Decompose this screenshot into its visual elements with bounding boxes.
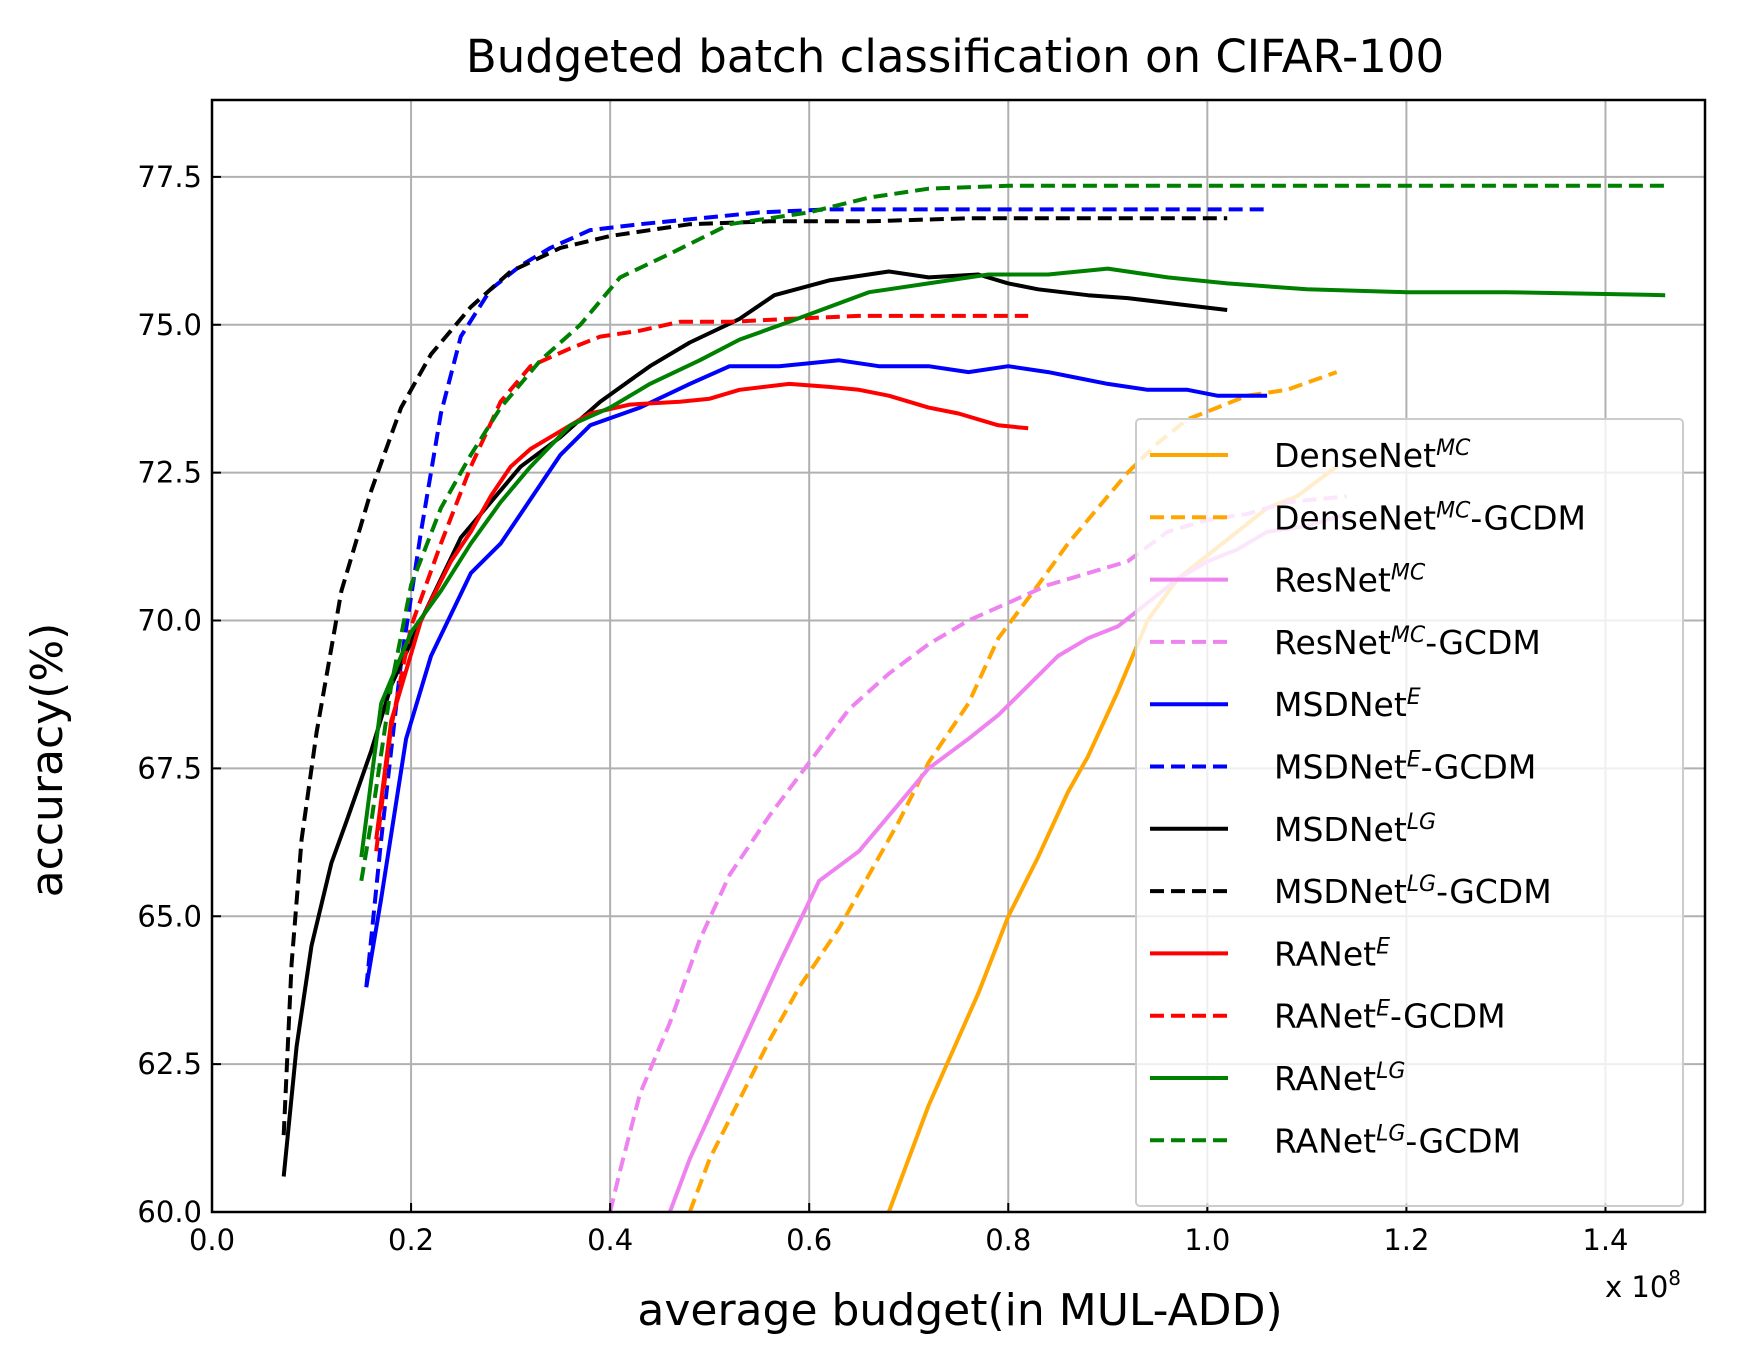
series-line-msdnet-lg <box>281 269 1228 1177</box>
tick-labels: 0.0 0.2 0.4 0.6 0.8 1.0 1.2 1.4 60.0 62.5 65.0 67.5… <box>137 160 1628 1257</box>
series-line-ranet-lg-gcdm <box>359 183 1666 882</box>
legend-label-suffix: -GCDM <box>1421 748 1537 787</box>
legend-label-superscript: E <box>1376 934 1390 959</box>
legend-label-superscript: LG <box>1376 1121 1405 1146</box>
legend-label-name: DenseNet <box>1274 436 1436 475</box>
legend-label-superscript: LG <box>1407 810 1436 835</box>
ticks <box>211 175 1607 1213</box>
y-tick-label: 77.5 <box>137 160 202 194</box>
legend-label-suffix: -GCDM <box>1405 1121 1521 1160</box>
series-line-densenet-mc-gcdm <box>687 370 1338 1212</box>
legend-label: ResNetMC <box>1274 561 1426 600</box>
y-tick-label: 62.5 <box>137 1047 202 1081</box>
x-multiplier-exponent: 8 <box>1668 1266 1681 1290</box>
legend-label-superscript: E <box>1407 685 1421 710</box>
legend-label-name: MSDNet <box>1274 810 1407 849</box>
legend-label-name: RANet <box>1274 1121 1376 1160</box>
legend-label: MSDNetLG-GCDM <box>1274 872 1552 911</box>
x-tick-label: 1.2 <box>1383 1223 1429 1257</box>
x-tick-label: 0.0 <box>189 1223 235 1257</box>
legend-label-name: MSDNet <box>1274 872 1407 911</box>
legend-label-name: DenseNet <box>1274 498 1436 537</box>
legend-label: RANetE <box>1274 934 1390 973</box>
legend-label-suffix: -GCDM <box>1425 623 1541 662</box>
legend-label-suffix: -GCDM <box>1436 872 1552 911</box>
y-tick-label: 67.5 <box>137 751 202 785</box>
x-tick-label: 1.4 <box>1582 1223 1628 1257</box>
x-multiplier-label: x 108 <box>1605 1266 1681 1304</box>
legend-label-name: RANet <box>1274 934 1376 973</box>
legend-label-superscript: LG <box>1376 1059 1405 1084</box>
series-line-ranet-lg <box>359 266 1666 858</box>
legend-label-name: ResNet <box>1274 623 1391 662</box>
x-axis-title: average budget(in MUL-ADD) <box>637 1285 1282 1336</box>
x-tick-label: 0.4 <box>587 1223 633 1257</box>
legend-label: DenseNetMC-GCDM <box>1274 498 1586 537</box>
legend-label-name: MSDNet <box>1274 748 1407 787</box>
x-multiplier-base: x 10 <box>1605 1270 1668 1304</box>
y-tick-label: 70.0 <box>137 604 202 638</box>
legend-label-superscript: E <box>1376 997 1390 1022</box>
legend-label-suffix: -GCDM <box>1470 498 1586 537</box>
x-tick-label: 0.8 <box>985 1223 1031 1257</box>
series-line-msdnet-e <box>364 358 1268 988</box>
legend-label-superscript: MC <box>1436 498 1471 523</box>
series-line-ranet-e <box>374 381 1029 840</box>
y-tick-label: 75.0 <box>137 308 202 342</box>
legend-label: RANetLG <box>1274 1059 1405 1098</box>
legend-label: MSDNetLG <box>1274 810 1436 849</box>
legend-label: MSDNetE-GCDM <box>1274 748 1536 787</box>
x-tick-label: 0.6 <box>786 1223 832 1257</box>
series-line-ranet-e-gcdm <box>374 313 1029 852</box>
legend-box <box>1135 418 1684 1207</box>
legend-label: DenseNetMC <box>1274 436 1471 475</box>
legend-label-superscript: E <box>1407 748 1421 773</box>
legend-label-superscript: MC <box>1436 436 1471 461</box>
legend-label-superscript: MC <box>1391 623 1426 648</box>
y-tick-label: 72.5 <box>137 456 202 490</box>
legend: DenseNetMCDenseNetMC-GCDMResNetMCResNetM… <box>1135 418 1684 1207</box>
legend-label-name: RANet <box>1274 997 1376 1036</box>
series-line-msdnet-lg-gcdm <box>281 216 1228 1136</box>
x-tick-label: 1.0 <box>1184 1223 1230 1257</box>
legend-label: ResNetMC-GCDM <box>1274 623 1541 662</box>
legend-label-superscript: MC <box>1391 561 1426 586</box>
legend-label-name: ResNet <box>1274 561 1391 600</box>
plot-frame <box>210 98 1707 1214</box>
legend-label-superscript: LG <box>1407 872 1436 897</box>
y-axis-title: accuracy(%) <box>22 623 73 898</box>
x-tick-label: 0.2 <box>388 1223 434 1257</box>
legend-label: RANetE-GCDM <box>1274 997 1506 1036</box>
legend-label-name: RANet <box>1274 1059 1376 1098</box>
y-tick-label: 65.0 <box>137 899 202 933</box>
chart-title: Budgeted batch classification on CIFAR-1… <box>466 30 1444 83</box>
series-line-msdnet-e-gcdm <box>364 207 1268 988</box>
legend-label-suffix: -GCDM <box>1390 997 1506 1036</box>
legend-label: RANetLG-GCDM <box>1274 1121 1521 1160</box>
y-tick-label: 60.0 <box>137 1195 202 1229</box>
legend-label: MSDNetE <box>1274 685 1421 724</box>
legend-label-name: MSDNet <box>1274 685 1407 724</box>
